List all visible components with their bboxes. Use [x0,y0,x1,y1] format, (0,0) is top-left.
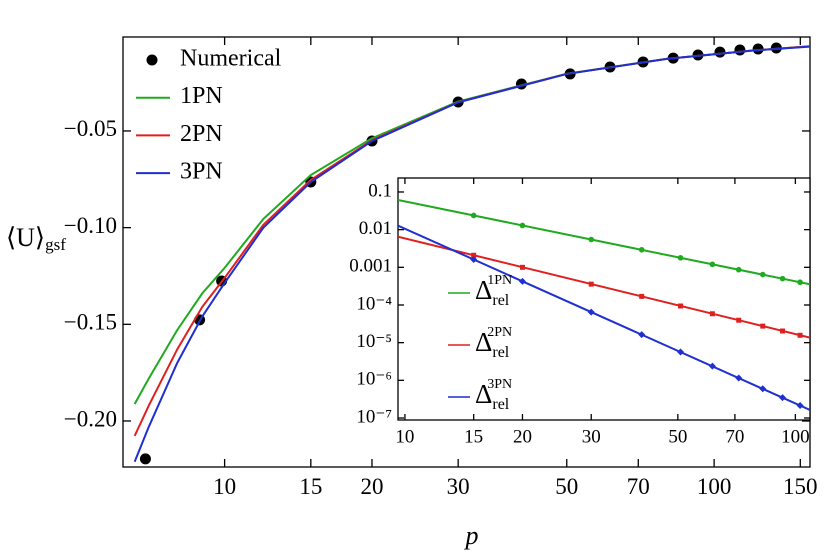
point [760,323,766,329]
x-tick-label: 100 [697,474,732,499]
point [677,348,685,356]
legend-symbol: Δ [475,379,492,409]
x-tick-label: 20 [360,474,383,499]
legend-sub: rel [492,396,509,413]
x-tick-label: 150 [783,474,818,499]
x-axis-label: p [464,521,479,550]
point [797,332,803,338]
point [759,385,767,393]
point [752,43,764,55]
y-tick-label: 10⁻⁶ [356,369,392,390]
series-line [398,235,810,339]
point [470,212,477,219]
plot-area [398,198,810,411]
point [638,331,646,339]
point [678,303,684,309]
point [638,246,645,253]
series-line [398,224,810,411]
point [519,222,526,229]
x-tick-label: 50 [555,474,578,499]
x-tick-label: 15 [299,474,322,499]
x-tick-label: 70 [725,426,744,447]
y-tick-label: −0.15 [64,310,117,335]
y-tick-label: −0.10 [64,213,117,238]
plot-area [133,42,810,465]
series-line [133,45,810,463]
y-label-sub: gsf [45,235,66,254]
legend-label: Numerical [180,46,282,72]
legend-symbol: Δ [475,275,492,305]
legend-label: Δrel 3PN [475,377,512,412]
x-tick-label: 30 [582,426,601,447]
x-tick-label: 50 [668,426,687,447]
point [588,281,594,287]
point [708,362,716,370]
point [519,264,525,270]
x-tick-label: 100 [781,426,810,447]
plot-frame [397,177,811,421]
point [714,46,726,58]
y-tick-label: 0.001 [349,256,392,277]
x-tick-label: 30 [447,474,470,499]
legend-label: 2PN [180,121,223,147]
point [470,256,478,264]
point [796,401,804,409]
legend-sup: 1PN [487,273,512,288]
point [471,252,477,258]
legend-label: 3PN [180,159,223,185]
point [797,279,803,286]
point [780,328,786,334]
y-axis-label: ⟨U⟩gsf [6,223,66,254]
point [735,266,742,273]
legend-symbol: Δ [475,327,492,357]
legend-sup: 3PN [487,377,512,392]
y-tick-label: 10⁻⁷ [356,406,392,427]
legend-sub: rel [492,344,509,361]
x-tick-label: 10 [213,474,236,499]
y-tick-label: 0.1 [368,180,392,201]
point [759,271,766,278]
legend-sup: 2PN [487,325,512,340]
x-tick-label: 15 [464,426,483,447]
point [587,308,595,316]
x-tick-label: 10 [395,426,414,447]
x-tick-label: 20 [513,426,532,447]
point [779,394,787,402]
point [139,453,151,465]
legend-label: 1PN [180,83,223,109]
inset: 10 15 20 30 50 70 100 10⁻⁷ 10⁻⁶ 10⁻⁵ 10⁻⁴ 0.001 0.01… [349,177,811,447]
legend-sub: rel [492,292,509,309]
point [779,275,786,282]
y-tick-label: 10⁻⁵ [356,331,392,352]
point [518,277,526,285]
y-tick-label: 10⁻⁴ [356,293,392,314]
point [677,254,684,261]
point [588,236,595,243]
point [639,293,645,299]
point [709,311,715,317]
y-label-main: ⟨U⟩ [6,223,45,252]
point [709,261,716,268]
x-tick-label: 70 [627,474,650,499]
y-tick-label: 0.01 [359,218,392,239]
legend-label: Δrel 1PN [475,273,512,308]
point [735,374,743,382]
point [734,44,746,56]
legend-marker [146,54,158,66]
point [736,317,742,323]
legend-label: Δrel 2PN [475,325,512,360]
y-tick-label: −0.20 [64,406,117,431]
y-tick-label: −0.05 [64,116,117,141]
